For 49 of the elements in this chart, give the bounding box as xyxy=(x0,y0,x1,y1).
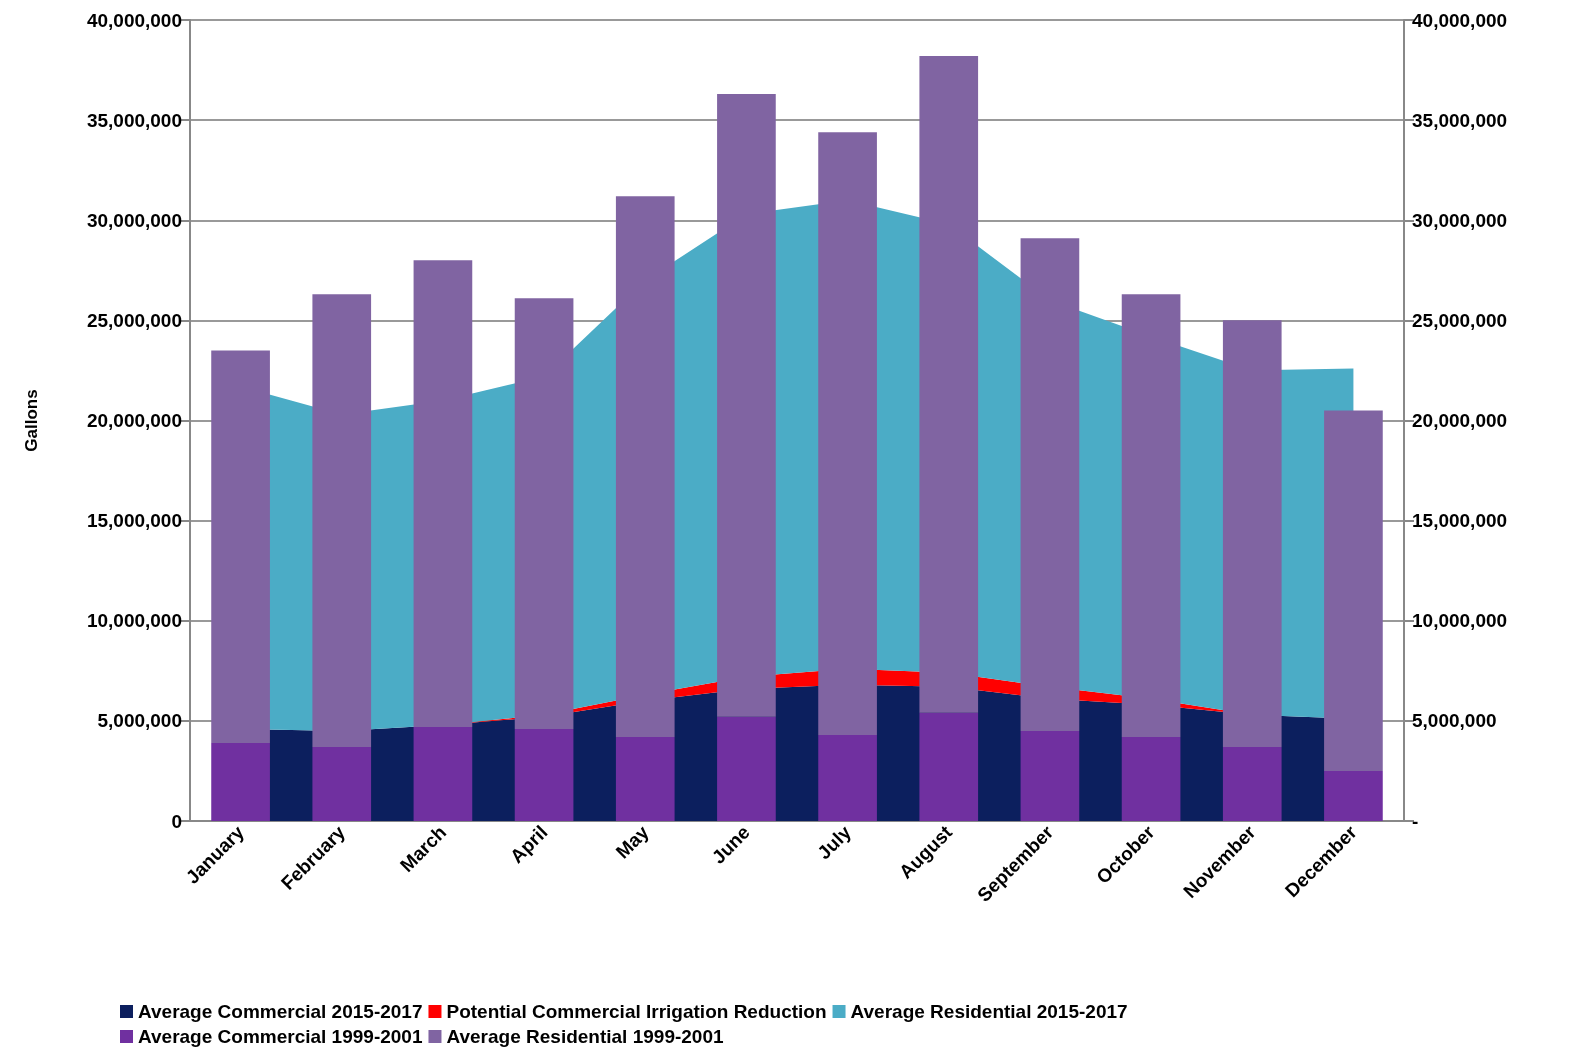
y2-tick-label: 40,000,000 xyxy=(1412,9,1508,31)
y-tick-label: 20,000,000 xyxy=(86,410,182,431)
y2-tick-label: 5,000,000 xyxy=(1412,710,1497,732)
y2-tick-label: - xyxy=(1412,810,1419,832)
y-tick-label: 0 xyxy=(171,810,182,832)
bar xyxy=(514,298,574,729)
bar xyxy=(615,196,675,737)
y-tick-label: 35,000,000 xyxy=(86,109,182,131)
bar xyxy=(919,56,979,713)
bar xyxy=(919,712,979,821)
bar xyxy=(1020,730,1080,821)
legend-label: Average Commercial 2015-2017 xyxy=(138,1001,423,1022)
y2-tick-label: 20,000,000 xyxy=(1412,410,1508,431)
legend-label: Potential Commercial Irrigation Reduction xyxy=(446,1001,827,1022)
legend-label: Average Residential 2015-2017 xyxy=(850,1001,1128,1022)
y-tick-label: 15,000,000 xyxy=(86,510,182,532)
bar xyxy=(514,728,574,821)
bar xyxy=(1324,410,1383,771)
bar xyxy=(312,746,372,821)
y-tick-label: 5,000,000 xyxy=(97,710,182,732)
bar xyxy=(818,734,877,821)
x-tick-label: July xyxy=(813,821,856,864)
bar xyxy=(211,350,270,743)
bar xyxy=(818,132,877,735)
bar xyxy=(1121,294,1181,737)
bar xyxy=(413,260,473,727)
bar xyxy=(1121,736,1181,821)
bar xyxy=(1222,746,1282,821)
bar xyxy=(312,294,372,747)
bar xyxy=(615,736,675,821)
legend-label: Average Commercial 1999-2001 xyxy=(138,1026,423,1047)
y-axis-title: Gallons xyxy=(22,389,41,452)
bar xyxy=(211,742,270,821)
y2-tick-label: 30,000,000 xyxy=(1412,209,1508,231)
y-tick-label: 25,000,000 xyxy=(86,309,182,331)
bar xyxy=(717,94,776,717)
y2-tick-label: 35,000,000 xyxy=(1412,109,1508,131)
bar xyxy=(1324,770,1383,821)
y2-tick-label: 25,000,000 xyxy=(1412,309,1508,331)
y-tick-label: 30,000,000 xyxy=(86,209,182,231)
bar xyxy=(1222,320,1282,747)
bar xyxy=(1020,238,1080,731)
y-tick-label: 10,000,000 xyxy=(86,610,182,632)
y-tick-label: 40,000,000 xyxy=(86,9,182,31)
legend-label: Average Residential 1999-2001 xyxy=(446,1026,724,1047)
bar xyxy=(717,716,776,821)
bar xyxy=(413,726,473,821)
y2-tick-label: 15,000,000 xyxy=(1412,510,1508,532)
y2-tick-label: 10,000,000 xyxy=(1412,610,1508,632)
